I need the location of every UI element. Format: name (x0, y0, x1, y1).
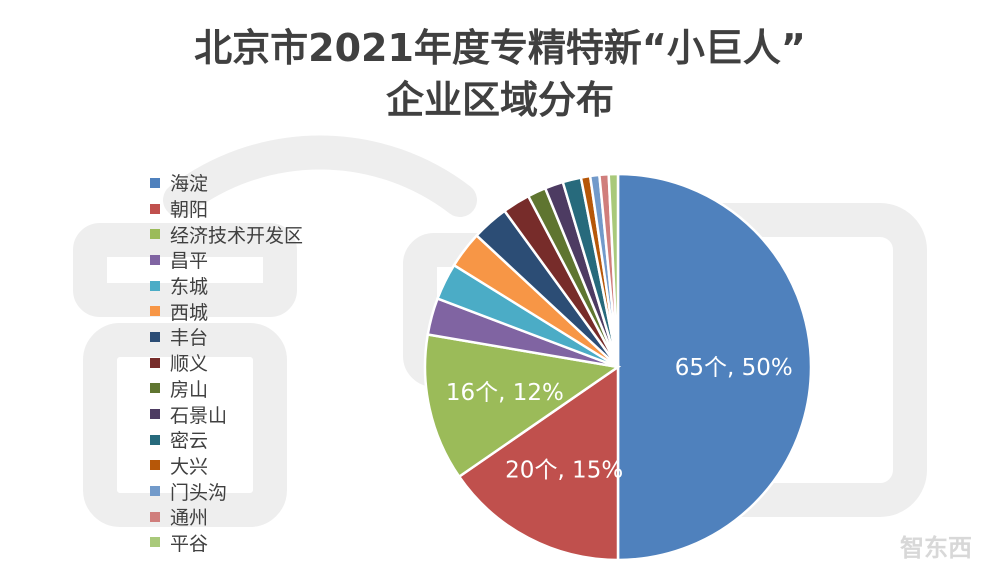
legend-item: 西城 (150, 298, 303, 324)
legend-swatch (150, 280, 160, 291)
legend-label: 朝阳 (170, 199, 209, 222)
legend-item: 房山 (150, 376, 303, 402)
legend-swatch (150, 460, 160, 471)
legend-label: 大兴 (170, 455, 209, 478)
pie-slice-14 (607, 172, 620, 368)
legend-swatch (150, 537, 160, 548)
legend-swatch (150, 306, 160, 317)
data-label: 20个, 15% (505, 458, 623, 484)
legend-swatch (150, 511, 160, 522)
legend-label: 密云 (170, 430, 209, 453)
chart-title: 北京市2021年度专精特新“小巨人” 企业区域分布 (0, 22, 1000, 126)
legend-label: 门头沟 (170, 481, 228, 504)
legend-item: 朝阳 (150, 196, 303, 222)
legend-item: 通州 (150, 504, 303, 530)
watermark-arc (163, 135, 477, 217)
legend-item: 石景山 (150, 401, 303, 427)
legend-label: 丰台 (170, 327, 209, 350)
data-label: 16个, 12% (446, 380, 564, 406)
legend-label: 东城 (170, 276, 209, 299)
legend: 海淀朝阳 经济技术开发区 昌平东城 西城丰台顺义 房山石景山密云 大兴门头沟通州 平谷 (150, 170, 303, 555)
legend-item: 昌平 (150, 247, 303, 273)
legend-swatch (150, 434, 160, 445)
legend-swatch (150, 486, 160, 497)
legend-label: 昌平 (170, 250, 209, 273)
legend-swatch (150, 331, 160, 342)
title-line-1: 北京市2021年度专精特新“小巨人” (194, 26, 806, 70)
legend-item: 丰台 (150, 324, 303, 350)
pie-slice-1 (457, 364, 620, 562)
legend-item: 东城 (150, 273, 303, 299)
legend-swatch (150, 409, 160, 420)
legend-label: 通州 (170, 507, 209, 530)
legend-item: 海淀 (150, 170, 303, 196)
logo: 智东西 (900, 534, 972, 562)
legend-item: 顺义 (150, 350, 303, 376)
legend-label: 西城 (170, 301, 209, 324)
legend-label: 顺义 (170, 353, 209, 376)
legend-item: 门头沟 (150, 478, 303, 504)
legend-swatch (150, 383, 160, 394)
legend-item: 平谷 (150, 530, 303, 556)
legend-swatch (150, 229, 160, 240)
legend-swatch (150, 203, 160, 214)
legend-item: 大兴 (150, 453, 303, 479)
title-line-2: 企业区域分布 (385, 78, 614, 122)
watermark-shape (83, 323, 287, 527)
legend-label: 石景山 (170, 404, 228, 427)
legend-swatch (150, 357, 160, 368)
legend-label: 海淀 (170, 173, 209, 196)
pie-slice-2 (423, 333, 622, 479)
legend-swatch (150, 177, 160, 188)
watermark-shape (73, 223, 297, 317)
legend-label: 房山 (170, 378, 209, 401)
legend-label: 平谷 (170, 532, 209, 555)
legend-item: 密云 (150, 427, 303, 453)
pie-slice-0 (616, 172, 813, 562)
data-label: 65个, 50% (675, 355, 793, 381)
legend-item: 经济技术开发区 (150, 221, 303, 247)
legend-label: 经济技术开发区 (170, 224, 304, 247)
legend-swatch (150, 254, 160, 265)
